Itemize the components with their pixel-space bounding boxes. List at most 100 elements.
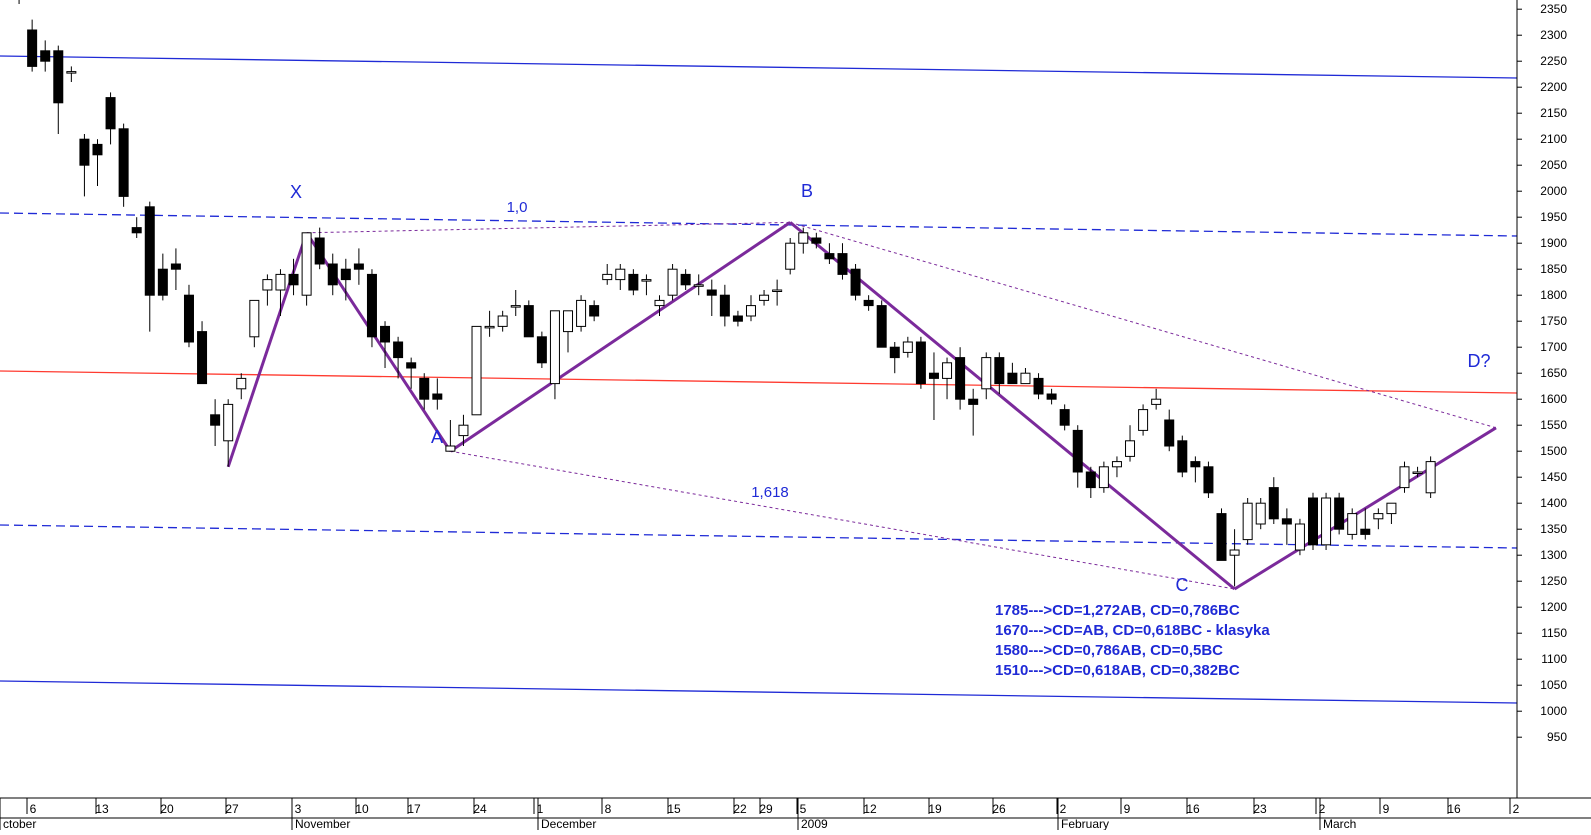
candle-body [876, 305, 887, 348]
candle-body [1033, 377, 1044, 395]
candle [589, 300, 600, 322]
channel-lines [0, 55, 1518, 704]
candle [981, 352, 992, 400]
y-tick-label: 2350 [1540, 2, 1567, 16]
candle-body [1399, 466, 1410, 489]
candle [1190, 456, 1201, 483]
candle [1425, 456, 1436, 498]
candle [667, 264, 678, 301]
candle [719, 284, 730, 327]
y-tick-label: 1900 [1540, 236, 1567, 250]
candle [549, 310, 560, 400]
candle [1412, 466, 1423, 478]
x-tick-label: 19 [928, 802, 942, 816]
y-tick-label: 1950 [1540, 210, 1567, 224]
x-tick-label: 26 [992, 802, 1006, 816]
y-tick-label: 2250 [1540, 54, 1567, 68]
candle-body [1138, 409, 1149, 431]
candle-body [1386, 502, 1397, 515]
pattern-labels: X A B C D? 1,0 1,618 [290, 181, 1491, 595]
month-label: 2009 [801, 817, 828, 830]
candle-body [170, 263, 181, 270]
candle-body [131, 227, 142, 234]
candle-body [210, 414, 221, 426]
candle-body [301, 232, 312, 296]
candle-body [994, 357, 1005, 385]
candle [445, 420, 456, 452]
candle [458, 414, 469, 446]
candle [340, 258, 351, 301]
candle [1334, 492, 1345, 535]
y-tick-label: 1650 [1540, 366, 1567, 380]
x-tick-label: 29 [759, 802, 773, 816]
candle-body [1373, 513, 1384, 520]
candle [732, 310, 743, 327]
candle-body [563, 310, 574, 333]
candle [745, 295, 756, 322]
candle [380, 321, 391, 368]
candle [432, 378, 443, 410]
candle [18, 0, 20, 4]
candle-body [262, 279, 273, 291]
ratio-line [450, 450, 1235, 590]
candle-body [1203, 466, 1214, 494]
candle [1151, 388, 1162, 410]
candle-body [249, 299, 260, 338]
candle [210, 399, 221, 446]
candle [772, 279, 783, 306]
x-tick-label: 8 [605, 802, 612, 816]
y-tick-label: 1500 [1540, 444, 1567, 458]
candle [523, 300, 534, 338]
candle-body [288, 273, 299, 286]
candle-body [471, 325, 482, 416]
x-tick-label: 12 [863, 802, 877, 816]
candle-body [968, 398, 979, 405]
annotation-line: 1785--->CD=1,272AB, CD=0,786BC [995, 602, 1240, 619]
x-tick-label: 23 [1253, 802, 1267, 816]
candle [1360, 508, 1371, 540]
candle [118, 123, 129, 207]
y-tick-label: 2150 [1540, 106, 1567, 120]
candle [1098, 461, 1109, 493]
candle [66, 66, 77, 82]
candle-body [1308, 497, 1318, 546]
x-tick-label: 16 [1447, 802, 1461, 816]
month-label: March [1323, 817, 1356, 830]
candle [484, 310, 495, 337]
candle [1203, 461, 1214, 498]
candle [563, 310, 574, 353]
y-tick-label: 1850 [1540, 262, 1567, 276]
candle [314, 227, 325, 270]
candle-body [589, 305, 600, 317]
x-tick-label: 17 [407, 802, 421, 816]
candle-body [1072, 429, 1083, 473]
candle-body [445, 445, 456, 452]
candle [576, 295, 587, 332]
candle [785, 238, 796, 275]
candle [497, 310, 508, 332]
candle-body [811, 237, 822, 244]
y-tick-label: 1100 [1541, 652, 1567, 666]
upper-channel-line [0, 55, 1518, 79]
candle-body [366, 273, 377, 338]
candle-body [628, 273, 639, 291]
x-tick-label: 20 [160, 802, 174, 816]
candle-body [275, 273, 286, 291]
candle-body [902, 341, 913, 353]
candle-body [105, 97, 116, 130]
month-label: February [1061, 817, 1109, 830]
candle [510, 290, 521, 316]
candle [759, 290, 770, 306]
candle [693, 274, 704, 296]
candle [1294, 518, 1305, 556]
candle-body [118, 128, 129, 197]
pattern-point-label: B [801, 181, 813, 201]
candle-body [327, 263, 338, 286]
candle-body [1111, 461, 1122, 468]
candle-body [732, 315, 743, 322]
candle [1177, 435, 1188, 478]
candle-body [863, 299, 874, 307]
candle-body [53, 50, 64, 104]
candle [615, 264, 626, 290]
